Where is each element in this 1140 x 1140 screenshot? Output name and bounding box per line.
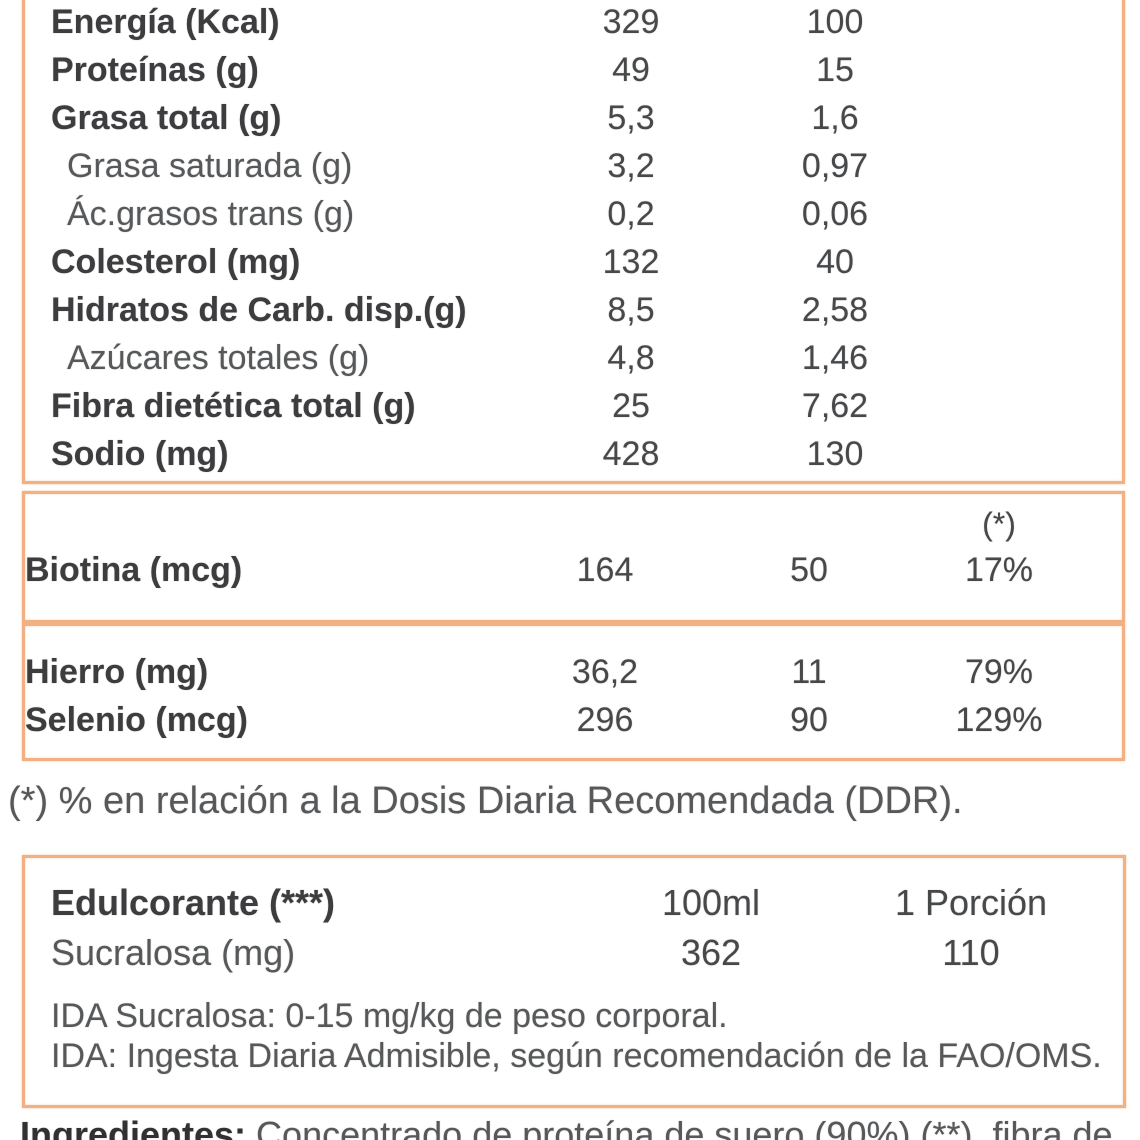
minerals-table: Hierro (mg) 36,2 11 79% Selenio (mcg) 29… <box>22 623 1125 761</box>
main-nutrients-table: Energía (Kcal) 329 100 Proteínas (g) 49 … <box>22 0 1125 484</box>
value-per-100g: 49 <box>612 51 650 89</box>
value-per-portion: 40 <box>816 243 854 281</box>
value-per-100g: 296 <box>576 701 634 739</box>
table-row: Sodio (mg) 428 130 <box>51 430 1122 478</box>
table-row: Grasa saturada (g) 3,2 0,97 <box>51 142 1122 190</box>
table-row: Fibra dietética total (g) 25 7,62 <box>51 382 1122 430</box>
value-per-portion: 11 <box>791 653 827 691</box>
value-per-portion: 100 <box>806 3 864 41</box>
nutrient-label: Hidratos de Carb. disp.(g) <box>51 291 467 329</box>
nutrient-sublabel: Grasa saturada (g) <box>67 147 353 185</box>
nutrient-label: Hierro (mg) <box>25 653 209 691</box>
value-per-portion: 7,62 <box>801 387 869 425</box>
table-row: Azúcares totales (g) 4,8 1,46 <box>51 334 1122 382</box>
value-ddr-percent: 129% <box>955 701 1043 739</box>
value-ddr-percent: 79% <box>964 653 1034 691</box>
ddr-header: (*) <box>982 506 1016 542</box>
ida-note-dose: IDA Sucralosa: 0-15 mg/kg de peso corpor… <box>51 997 728 1035</box>
value-per-100g: 3,2 <box>607 147 655 185</box>
value-per-100g: 4,8 <box>607 339 655 377</box>
value-per-portion: 130 <box>806 435 864 473</box>
ingredients-label: Ingredientes: <box>20 1114 247 1140</box>
value-per-100g: 5,3 <box>607 99 655 137</box>
table-row: Biotina (mcg) 164 50 17% <box>25 546 1122 594</box>
value-per-portion: 0,06 <box>801 195 869 233</box>
value-per-100g: 36,2 <box>571 653 639 691</box>
value-per-portion: 1,6 <box>811 99 859 137</box>
ida-note-definition: IDA: Ingesta Diaria Admisible, según rec… <box>51 1037 1102 1075</box>
table-row: Proteínas (g) 49 15 <box>51 46 1122 94</box>
column-header-100ml: 100ml <box>661 882 761 923</box>
nutrient-label: Selenio (mcg) <box>25 701 248 739</box>
value-per-100g: 25 <box>612 387 650 425</box>
ingredients-line: Ingredientes: Concentrado de proteína de… <box>20 1112 1113 1140</box>
value-per-portion: 0,97 <box>801 147 869 185</box>
value-per-portion: 2,58 <box>801 291 869 329</box>
nutrient-sublabel: Azúcares totales (g) <box>67 339 370 377</box>
sweetener-table: Edulcorante (***) 100ml 1 Porción Sucral… <box>22 855 1126 1108</box>
table-row: Ác.grasos trans (g) 0,2 0,06 <box>51 190 1122 238</box>
sweetener-header-row: Edulcorante (***) 100ml 1 Porción <box>51 878 1123 928</box>
value-per-portion: 1,46 <box>801 339 869 377</box>
table-row: Selenio (mcg) 296 90 129% <box>25 696 1122 744</box>
value-per-100g: 164 <box>576 551 634 589</box>
nutrient-label: Energía (Kcal) <box>51 3 280 41</box>
table-row: Energía (Kcal) 329 100 <box>51 0 1122 46</box>
table-row: Hidratos de Carb. disp.(g) 8,5 2,58 <box>51 286 1122 334</box>
sweetener-notes: IDA Sucralosa: 0-15 mg/kg de peso corpor… <box>51 996 1123 1076</box>
value-per-100ml: 362 <box>680 932 742 973</box>
value-per-100g: 0,2 <box>607 195 655 233</box>
value-per-portion: 50 <box>790 551 828 589</box>
table-row: Grasa total (g) 5,3 1,6 <box>51 94 1122 142</box>
ingredients-text: Concentrado de proteína de suero (90%) (… <box>246 1114 1113 1140</box>
ddr-footnote: (*) % en relación a la Dosis Diaria Reco… <box>8 780 963 822</box>
value-per-portion: 90 <box>790 701 828 739</box>
vitamins-table: (*) Biotina (mcg) 164 50 17% <box>22 491 1125 623</box>
table-row: Sucralosa (mg) 362 110 <box>51 928 1123 978</box>
value-per-100g: 8,5 <box>607 291 655 329</box>
nutrient-label: Biotina (mcg) <box>25 551 243 589</box>
table-row: Colesterol (mg) 132 40 <box>51 238 1122 286</box>
nutrient-label: Sodio (mg) <box>51 435 229 473</box>
nutrient-sublabel: Ác.grasos trans (g) <box>67 195 355 233</box>
nutrient-label: Proteínas (g) <box>51 51 259 89</box>
value-per-100g: 428 <box>602 435 660 473</box>
nutrient-label: Fibra dietética total (g) <box>51 387 416 425</box>
sweetener-label: Sucralosa (mg) <box>51 932 296 973</box>
column-header-portion: 1 Porción <box>894 882 1048 923</box>
value-per-portion: 15 <box>816 51 854 89</box>
sweetener-title: Edulcorante (***) <box>51 882 336 923</box>
value-per-100g: 132 <box>602 243 660 281</box>
value-per-portion: 110 <box>942 932 1000 973</box>
nutrient-label: Colesterol (mg) <box>51 243 301 281</box>
ddr-header-row: (*) <box>25 502 1122 546</box>
nutrient-label: Grasa total (g) <box>51 99 282 137</box>
table-row: Hierro (mg) 36,2 11 79% <box>25 648 1122 696</box>
value-ddr-percent: 17% <box>964 551 1034 589</box>
value-per-100g: 329 <box>602 3 660 41</box>
